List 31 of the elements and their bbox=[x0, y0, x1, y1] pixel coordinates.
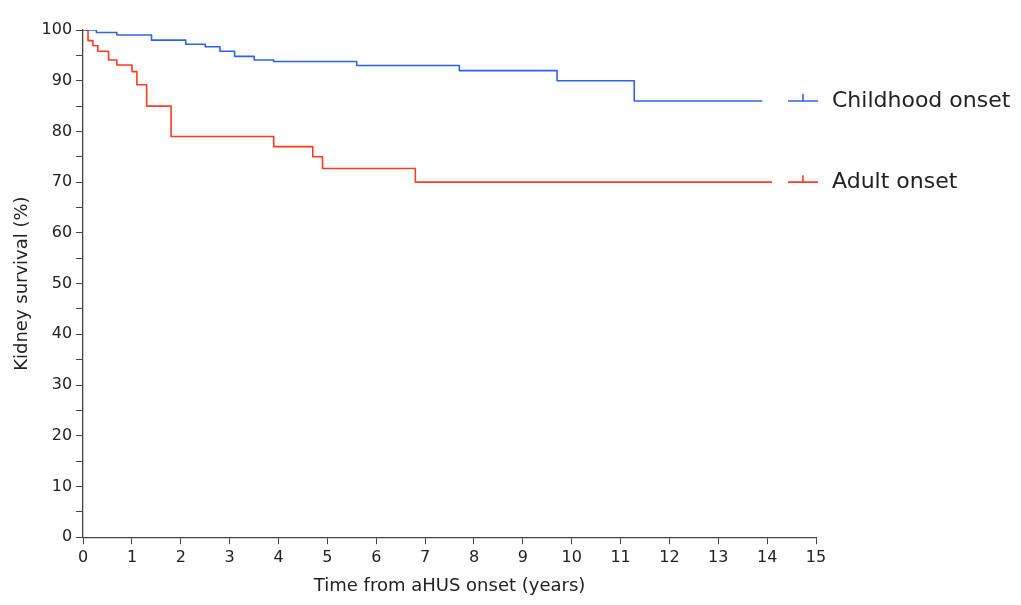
x-tick-label: 0 bbox=[78, 546, 89, 566]
y-tick-label: 40 bbox=[51, 323, 73, 343]
x-tick-label: 6 bbox=[371, 546, 382, 566]
x-tick-label: 2 bbox=[175, 546, 186, 566]
y-tick-label: 0 bbox=[61, 526, 73, 546]
x-tick-label: 10 bbox=[561, 546, 582, 566]
y-tick-label: 50 bbox=[51, 272, 73, 292]
y-axis-title: Kidney survival (%) bbox=[10, 196, 32, 371]
y-tick-label: 70 bbox=[51, 171, 73, 191]
x-tick-label: 15 bbox=[805, 546, 827, 566]
x-tick-label: 5 bbox=[322, 546, 333, 566]
y-tick-label: 90 bbox=[51, 69, 73, 89]
y-tick-label: 30 bbox=[51, 374, 73, 394]
x-tick-label: 11 bbox=[610, 546, 631, 566]
y-tick-label: 100 bbox=[41, 19, 73, 39]
y-tick-label: 10 bbox=[51, 475, 73, 495]
x-tick-label: 14 bbox=[756, 546, 778, 566]
legend-label: Adult onset bbox=[832, 167, 958, 193]
x-axis-title: Time from aHUS onset (years) bbox=[312, 573, 586, 595]
legend-label: Childhood onset bbox=[832, 86, 1011, 112]
x-tick-label: 12 bbox=[659, 546, 680, 566]
x-tick-label: 7 bbox=[420, 546, 431, 566]
x-tick-label: 9 bbox=[517, 546, 528, 566]
y-tick-label: 60 bbox=[51, 222, 73, 242]
x-tick-label: 3 bbox=[224, 546, 235, 566]
x-tick-label: 4 bbox=[273, 546, 284, 566]
x-tick-label: 13 bbox=[708, 546, 729, 566]
y-tick-label: 80 bbox=[51, 120, 73, 140]
x-tick-label: 1 bbox=[126, 546, 138, 566]
y-tick-label: 20 bbox=[51, 424, 73, 444]
x-tick-label: 8 bbox=[468, 546, 480, 566]
